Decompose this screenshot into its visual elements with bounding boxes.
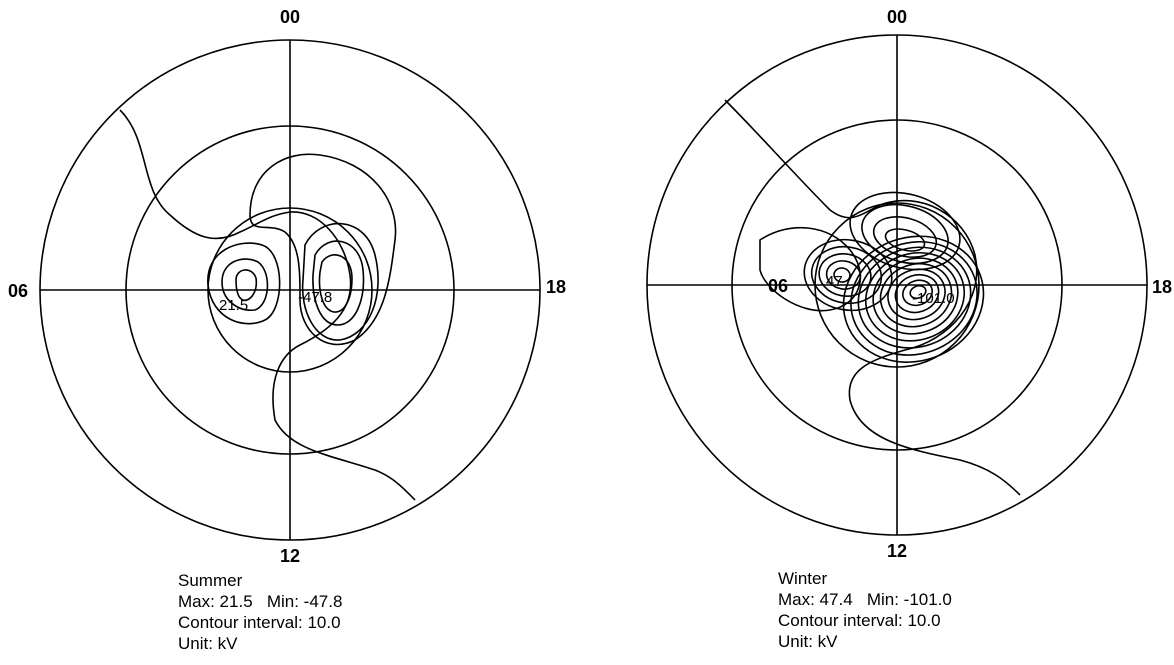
contour bbox=[724, 99, 1021, 496]
caption-line: Max: 47.4 Min: -101.0 bbox=[778, 590, 952, 609]
caption-line: Max: 21.5 Min: -47.8 bbox=[178, 592, 342, 611]
contour bbox=[759, 226, 862, 312]
contour bbox=[849, 191, 961, 271]
contour bbox=[872, 216, 938, 258]
contour bbox=[842, 235, 985, 363]
contour bbox=[901, 279, 934, 307]
caption-line: Summer bbox=[178, 571, 243, 590]
summer-panel: 00 06 18 12 21.5 -47.8 Summer Max: 21.5 … bbox=[8, 7, 566, 653]
contour-label: -101.0 bbox=[912, 290, 955, 307]
axis-label: 00 bbox=[280, 7, 300, 27]
contour bbox=[884, 228, 926, 252]
axis-label: 18 bbox=[1152, 277, 1172, 297]
axis-label: 12 bbox=[887, 541, 907, 561]
contour bbox=[887, 268, 946, 321]
caption-line: Contour interval: 10.0 bbox=[778, 611, 941, 630]
contour bbox=[235, 269, 258, 302]
axis-label: 18 bbox=[546, 277, 566, 297]
contour bbox=[119, 109, 416, 501]
contour bbox=[909, 284, 927, 300]
contour bbox=[833, 267, 851, 283]
contour bbox=[879, 262, 953, 328]
contour-label: 21.5 bbox=[219, 297, 248, 314]
contour bbox=[312, 240, 365, 326]
contour bbox=[301, 222, 379, 341]
contour bbox=[818, 253, 872, 297]
caption-line: Unit: kV bbox=[778, 632, 838, 651]
caption-line: Unit: kV bbox=[178, 634, 238, 653]
axis-label: 06 bbox=[8, 281, 28, 301]
contour-label: -47.8 bbox=[298, 289, 332, 306]
contour bbox=[872, 257, 959, 335]
winter-panel: 00 06 18 12 47 -101.0 Winter Max: 47.4 M… bbox=[646, 7, 1172, 651]
axis-label: 12 bbox=[280, 546, 300, 566]
contour bbox=[803, 238, 893, 312]
contour bbox=[318, 254, 353, 313]
contour bbox=[221, 258, 269, 311]
caption-line: Winter bbox=[778, 569, 827, 588]
contour bbox=[894, 273, 940, 314]
axis-label: 06 bbox=[768, 276, 788, 296]
contour-label: 47 bbox=[826, 273, 843, 290]
contour bbox=[825, 260, 862, 290]
axis-label: 00 bbox=[887, 7, 907, 27]
contour bbox=[861, 203, 949, 265]
contour bbox=[810, 245, 883, 305]
contour bbox=[857, 246, 972, 349]
contour bbox=[207, 242, 281, 325]
caption-line: Contour interval: 10.0 bbox=[178, 613, 341, 632]
contour bbox=[249, 153, 397, 346]
